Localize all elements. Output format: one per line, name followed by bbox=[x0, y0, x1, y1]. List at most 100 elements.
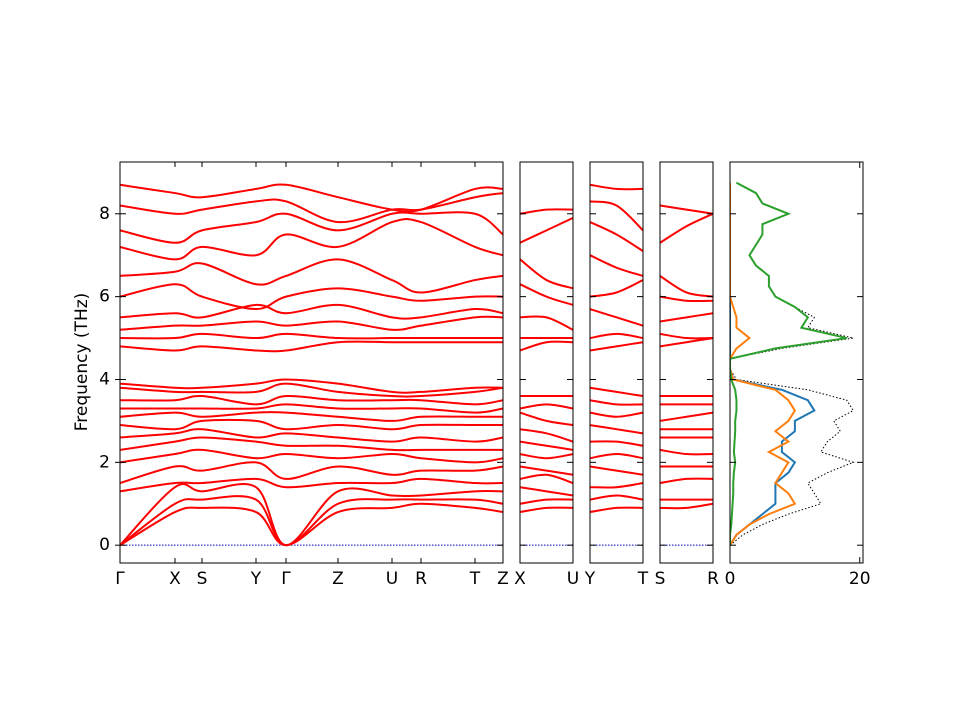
x-tick-label: Γ bbox=[281, 569, 291, 589]
plot-area bbox=[520, 208, 573, 546]
band-line bbox=[520, 486, 573, 497]
x-tick-label: S bbox=[197, 569, 208, 589]
band-line bbox=[120, 436, 503, 452]
dos-line bbox=[730, 182, 797, 546]
band-line bbox=[520, 403, 573, 410]
band-line bbox=[520, 440, 573, 451]
band-line bbox=[590, 386, 643, 398]
band-line bbox=[520, 283, 573, 306]
x-tick-label: X bbox=[514, 569, 526, 589]
band-line bbox=[120, 428, 503, 443]
band-line bbox=[120, 461, 503, 485]
band-line bbox=[120, 378, 503, 394]
band-line bbox=[590, 482, 643, 489]
band-line bbox=[660, 312, 713, 323]
band-line bbox=[660, 332, 713, 340]
x-tick-label: U bbox=[567, 569, 579, 589]
band-line bbox=[120, 340, 503, 353]
band-line bbox=[520, 473, 573, 485]
band-line bbox=[120, 483, 503, 547]
band-line bbox=[520, 315, 573, 331]
panel-frame bbox=[119, 161, 504, 564]
band-line bbox=[120, 477, 503, 493]
band-line bbox=[120, 502, 503, 547]
band-line bbox=[120, 495, 503, 547]
band-line bbox=[590, 332, 643, 340]
x-tick-label: U bbox=[386, 569, 398, 589]
band-line bbox=[120, 211, 503, 244]
band-line bbox=[590, 440, 643, 447]
band-line bbox=[660, 204, 713, 215]
band-line bbox=[660, 295, 713, 303]
x-tick-label: X bbox=[169, 569, 181, 589]
band-line bbox=[660, 337, 713, 348]
x-tick-label: Y bbox=[584, 569, 596, 589]
x-tick-label: T bbox=[637, 569, 649, 589]
band-line bbox=[590, 494, 643, 501]
plot-area bbox=[590, 183, 643, 546]
band-line bbox=[590, 453, 643, 460]
band-line bbox=[120, 418, 503, 431]
band-line bbox=[120, 395, 503, 406]
dos-line bbox=[730, 182, 816, 546]
plot-area bbox=[730, 181, 855, 546]
band-line bbox=[590, 221, 643, 252]
band-line bbox=[120, 332, 503, 340]
band-line bbox=[120, 315, 503, 331]
band-line bbox=[520, 217, 573, 244]
band-line bbox=[120, 411, 503, 422]
band-line bbox=[590, 465, 643, 476]
band-line bbox=[120, 192, 503, 224]
panel-frame bbox=[589, 161, 644, 564]
band-line bbox=[590, 279, 643, 298]
band-line bbox=[660, 477, 713, 485]
band-line bbox=[660, 502, 713, 510]
panel-frame bbox=[519, 161, 574, 564]
band-line bbox=[520, 465, 573, 476]
dos-line bbox=[730, 181, 848, 546]
x-tick-label: R bbox=[707, 569, 719, 589]
plot-area bbox=[660, 204, 713, 546]
y-tick-label: 6 bbox=[99, 287, 110, 307]
band-line bbox=[590, 506, 643, 514]
band-line bbox=[520, 340, 573, 352]
band-line bbox=[590, 411, 643, 418]
dos-line bbox=[730, 182, 855, 546]
y-tick-label: 2 bbox=[99, 452, 110, 472]
x-tick-label: 20 bbox=[849, 569, 871, 589]
y-axis-label: Frequency (THz) bbox=[72, 293, 92, 432]
band-line bbox=[520, 258, 573, 290]
y-tick-label: 8 bbox=[99, 204, 110, 224]
panel-frame bbox=[659, 161, 714, 564]
band-line bbox=[590, 341, 643, 352]
band-line bbox=[660, 212, 713, 244]
band-line bbox=[660, 448, 713, 456]
band-line bbox=[520, 453, 573, 460]
band-line bbox=[590, 308, 643, 327]
plot-area bbox=[120, 183, 503, 547]
x-tick-label: T bbox=[469, 569, 481, 589]
band-line bbox=[120, 258, 503, 294]
band-line bbox=[520, 208, 573, 215]
band-line bbox=[590, 183, 643, 191]
band-line bbox=[520, 411, 573, 427]
x-tick-label: Γ bbox=[115, 569, 125, 589]
x-tick-label: S bbox=[655, 569, 666, 589]
band-line bbox=[520, 498, 573, 505]
band-line bbox=[660, 411, 713, 422]
band-line bbox=[660, 275, 713, 298]
x-tick-label: 0 bbox=[725, 569, 736, 589]
band-line bbox=[120, 217, 503, 261]
x-tick-label: Z bbox=[332, 569, 344, 589]
band-line bbox=[520, 428, 573, 443]
band-line bbox=[120, 448, 503, 464]
x-tick-label: Y bbox=[250, 569, 262, 589]
y-tick-label: 0 bbox=[99, 535, 110, 555]
band-line bbox=[590, 424, 643, 435]
y-tick-label: 4 bbox=[99, 369, 110, 389]
band-line bbox=[120, 283, 503, 311]
band-line bbox=[590, 254, 643, 277]
band-line bbox=[520, 506, 573, 514]
